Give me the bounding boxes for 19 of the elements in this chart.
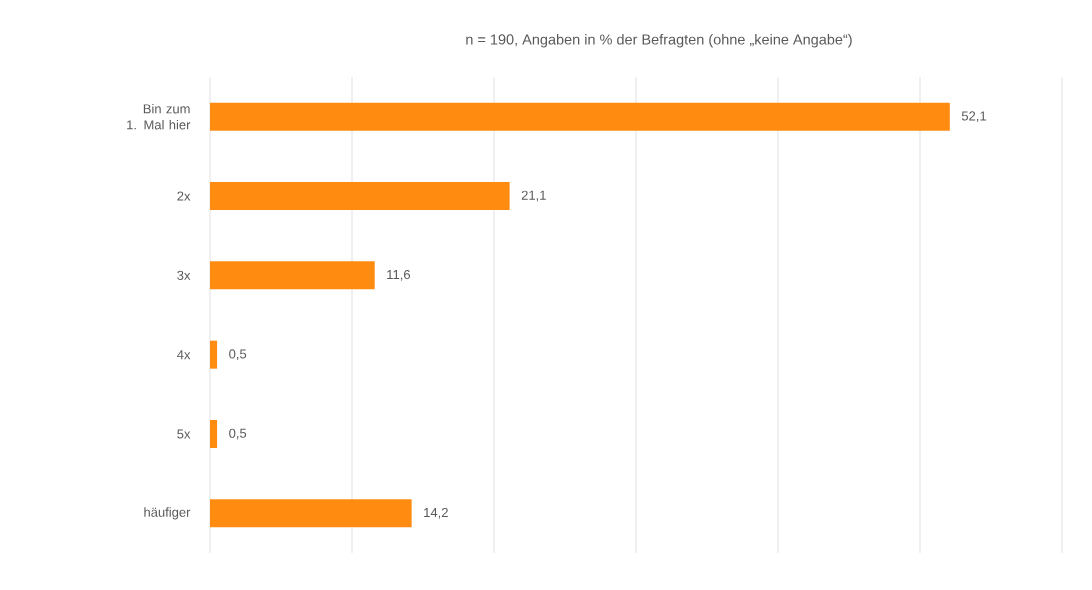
data-label: 21,1 [521,190,546,202]
data-label: 52,1 [961,111,987,123]
y-tick-label: 5x [177,429,191,439]
data-label: 11,6 [387,269,411,281]
bar [210,420,218,449]
y-tick-label: 4x [177,350,191,360]
y-tick-label: 2x [177,191,191,201]
bar [210,261,375,290]
chart-title: n = 190, Angaben in % der Befragten (ohne „keine Angabe“) [466,33,852,48]
bar [210,499,412,528]
y-tick-label: häufiger [144,507,191,520]
y-tick-label: 3x [177,270,191,280]
bar [210,182,510,211]
data-label: 14,2 [424,507,448,519]
bar [210,340,218,369]
data-label: 0,5 [229,349,247,361]
bar [210,102,950,131]
data-label: 0,5 [229,428,247,440]
y-tick-label: Bin zum 1. Mal hier [127,103,191,130]
